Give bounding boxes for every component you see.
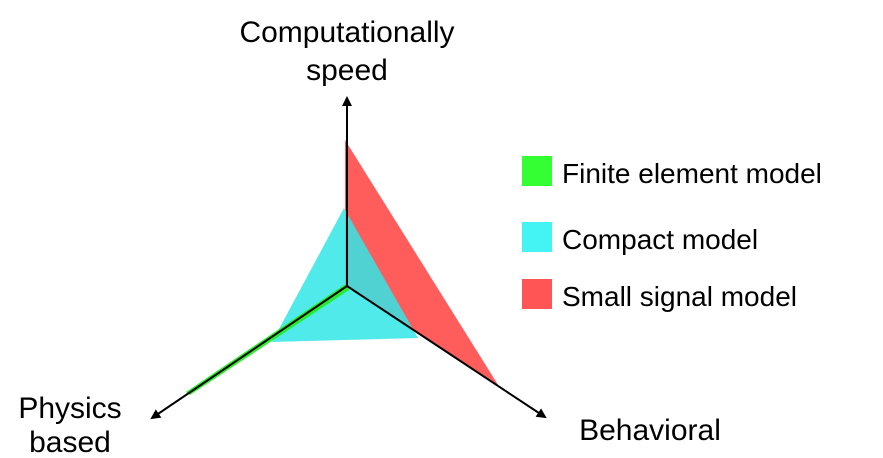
axis-label-behavioral: Behavioral bbox=[579, 414, 721, 447]
legend-swatch-small-signal bbox=[522, 279, 552, 309]
legend: Finite element model Compact model Small… bbox=[522, 156, 822, 312]
legend-swatch-compact bbox=[522, 222, 552, 252]
axis-physics-based bbox=[150, 285, 348, 420]
axis-label-physics-line1: Physics bbox=[18, 392, 121, 425]
legend-label-small-signal: Small signal model bbox=[562, 281, 797, 312]
legend-label-compact: Compact model bbox=[562, 224, 758, 255]
axis-label-physics-line2: based bbox=[29, 426, 111, 458]
legend-label-finite-element: Finite element model bbox=[562, 158, 822, 189]
axis-label-top-line2: speed bbox=[306, 54, 388, 87]
legend-swatch-finite-element bbox=[522, 156, 552, 186]
small-signal-region bbox=[345, 140, 500, 388]
axis-label-top-line1: Computationally bbox=[239, 16, 454, 49]
axis-behavioral bbox=[346, 285, 547, 419]
